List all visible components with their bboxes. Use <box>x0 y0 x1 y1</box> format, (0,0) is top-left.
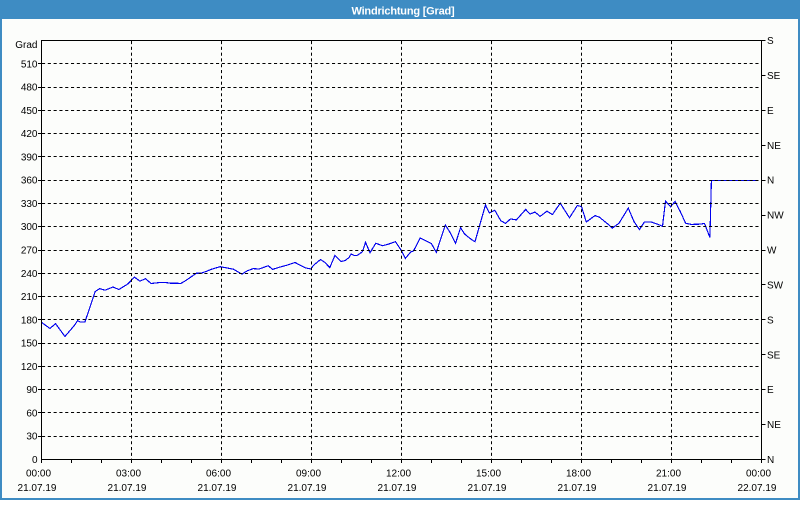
svg-text:Grad: Grad <box>15 40 37 51</box>
svg-text:W: W <box>767 246 777 257</box>
svg-text:21.07.19: 21.07.19 <box>468 483 507 494</box>
svg-text:390: 390 <box>21 152 38 163</box>
svg-text:420: 420 <box>21 129 38 140</box>
svg-text:150: 150 <box>21 339 38 350</box>
svg-text:210: 210 <box>21 292 38 303</box>
svg-text:NW: NW <box>767 211 784 222</box>
svg-text:03:00: 03:00 <box>116 469 141 480</box>
svg-text:NE: NE <box>767 420 781 431</box>
svg-text:NE: NE <box>767 141 781 152</box>
svg-text:450: 450 <box>21 106 38 117</box>
svg-text:21.07.19: 21.07.19 <box>648 483 687 494</box>
svg-text:120: 120 <box>21 362 38 373</box>
svg-text:12:00: 12:00 <box>386 469 411 480</box>
svg-text:S: S <box>767 36 774 47</box>
svg-text:22.07.19: 22.07.19 <box>738 483 777 494</box>
svg-text:18:00: 18:00 <box>566 469 591 480</box>
svg-text:21.07.19: 21.07.19 <box>558 483 597 494</box>
svg-text:90: 90 <box>26 385 38 396</box>
svg-text:21.07.19: 21.07.19 <box>18 483 57 494</box>
svg-text:180: 180 <box>21 315 38 326</box>
svg-text:480: 480 <box>21 83 38 94</box>
svg-text:N: N <box>767 176 774 187</box>
svg-text:21:00: 21:00 <box>656 469 681 480</box>
svg-text:SW: SW <box>767 280 784 291</box>
svg-text:00:00: 00:00 <box>26 469 51 480</box>
svg-text:21.07.19: 21.07.19 <box>108 483 147 494</box>
svg-text:21.07.19: 21.07.19 <box>288 483 327 494</box>
svg-text:60: 60 <box>26 408 38 419</box>
svg-text:360: 360 <box>21 176 38 187</box>
svg-text:E: E <box>767 106 774 117</box>
svg-text:06:00: 06:00 <box>206 469 231 480</box>
svg-text:S: S <box>767 315 774 326</box>
svg-text:240: 240 <box>21 269 38 280</box>
svg-text:330: 330 <box>21 199 38 210</box>
svg-text:21.07.19: 21.07.19 <box>198 483 237 494</box>
svg-text:SE: SE <box>767 71 781 82</box>
svg-text:270: 270 <box>21 246 38 257</box>
svg-text:30: 30 <box>26 432 38 443</box>
svg-text:15:00: 15:00 <box>476 469 501 480</box>
svg-text:00:00: 00:00 <box>746 469 771 480</box>
svg-text:21.07.19: 21.07.19 <box>378 483 417 494</box>
svg-text:0: 0 <box>32 455 38 466</box>
svg-text:300: 300 <box>21 222 38 233</box>
svg-text:Windrichtung [Grad]: Windrichtung [Grad] <box>351 6 455 18</box>
svg-text:E: E <box>767 385 774 396</box>
svg-text:N: N <box>767 455 774 466</box>
svg-text:09:00: 09:00 <box>296 469 321 480</box>
svg-text:510: 510 <box>21 59 38 70</box>
svg-text:SE: SE <box>767 350 781 361</box>
